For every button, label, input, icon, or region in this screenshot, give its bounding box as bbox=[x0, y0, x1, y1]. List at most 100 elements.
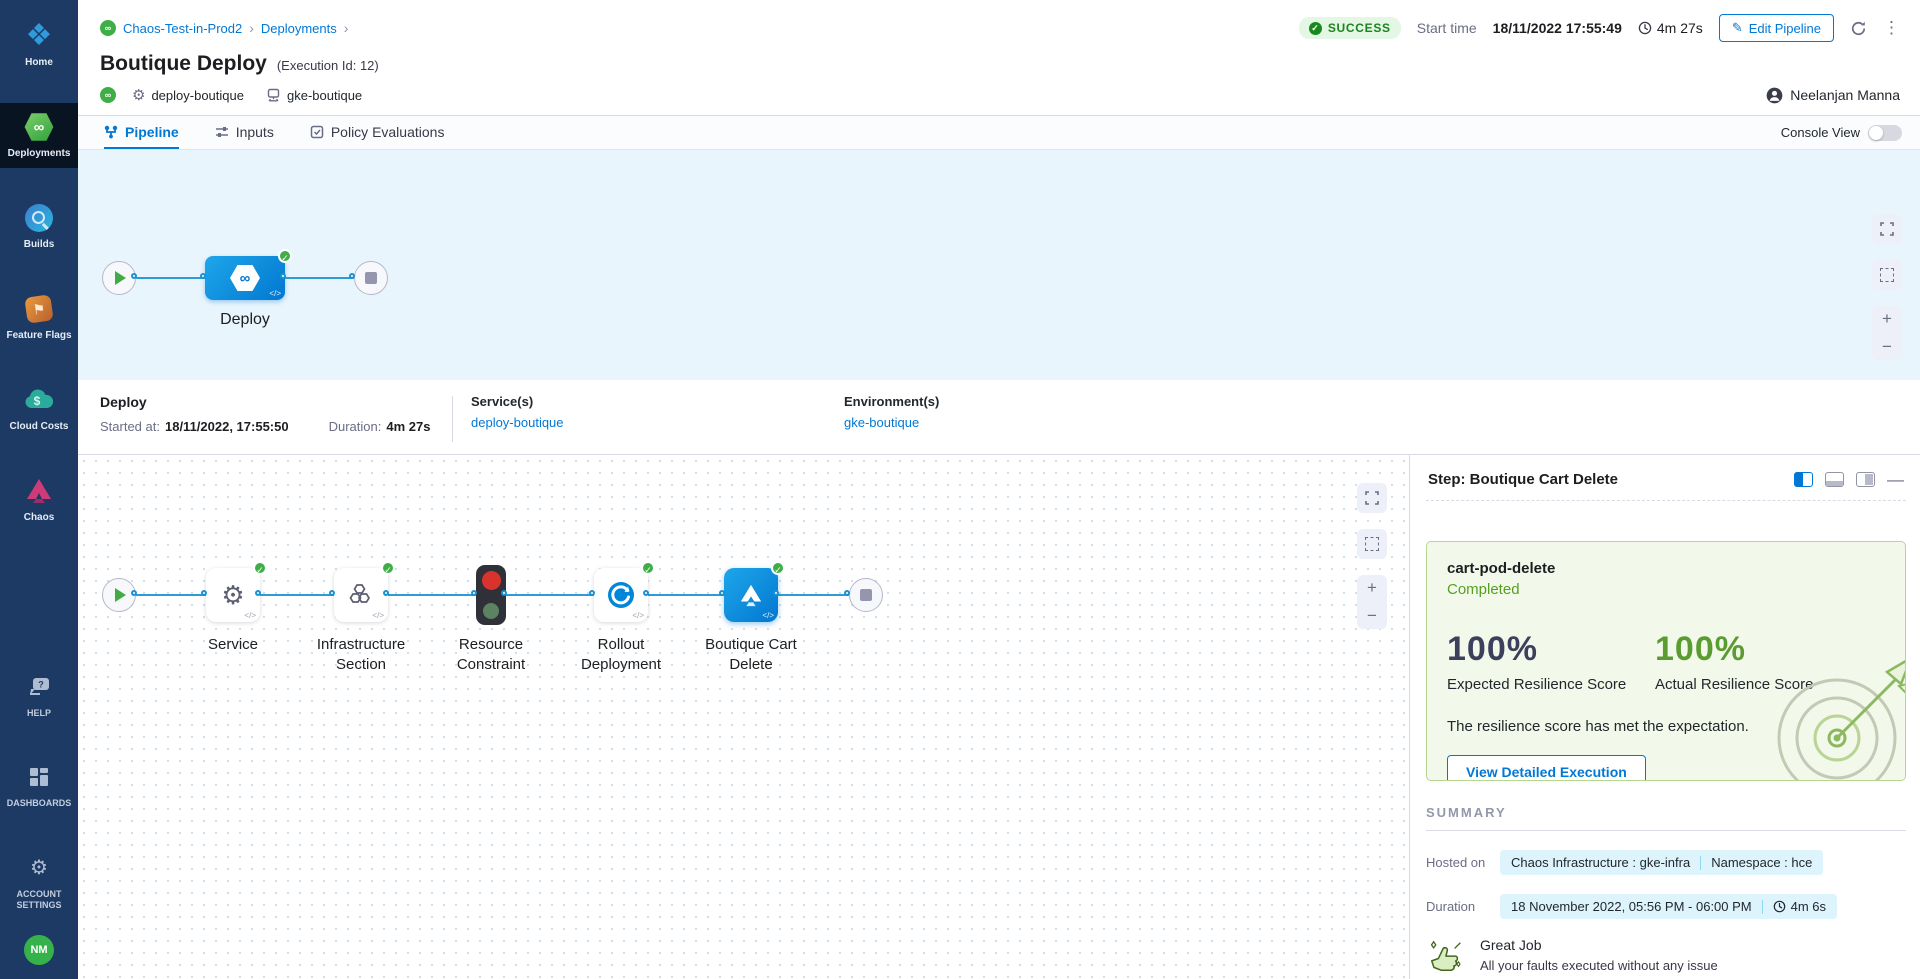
breadcrumb-deployments-link[interactable]: Deployments bbox=[260, 20, 337, 36]
environment-tag-label: gke-boutique bbox=[286, 87, 363, 103]
gear-icon: ⚙ bbox=[30, 857, 48, 879]
step-node-service[interactable]: ⚙ ✓ </> bbox=[206, 561, 267, 622]
svg-text:$: $ bbox=[34, 394, 41, 408]
deployments-module-icon: ∞ bbox=[100, 20, 116, 36]
step-node-infrastructure[interactable]: ✓ </> bbox=[334, 561, 395, 622]
service-tag[interactable]: ⚙ deploy-boutique bbox=[132, 86, 244, 104]
stage-label[interactable]: Deploy bbox=[220, 311, 270, 328]
breadcrumb-chevron-icon: › bbox=[249, 20, 254, 36]
fullscreen-button[interactable] bbox=[1872, 214, 1902, 244]
graph-edge bbox=[136, 594, 206, 596]
triggered-by-user: Neelanjan Manna bbox=[1766, 87, 1900, 104]
play-icon bbox=[115, 271, 126, 285]
console-view-toggle[interactable] bbox=[1868, 124, 1902, 141]
fullscreen-button[interactable] bbox=[1357, 483, 1387, 513]
started-at-label: Started at: bbox=[100, 419, 160, 434]
marquee-select-button[interactable] bbox=[1357, 529, 1387, 559]
collapse-panel-icon[interactable]: — bbox=[1887, 469, 1904, 489]
environment-tag[interactable]: gke-boutique bbox=[266, 88, 362, 103]
dashboards-icon bbox=[23, 761, 55, 793]
layout-minimized-panel-icon[interactable] bbox=[1856, 472, 1875, 487]
code-icon: </> bbox=[269, 289, 281, 298]
step-label[interactable]: Rollout Deployment bbox=[580, 636, 662, 673]
divider bbox=[1761, 899, 1763, 914]
step-label[interactable]: Resource Constraint bbox=[456, 636, 526, 673]
step-label[interactable]: Service bbox=[207, 636, 259, 653]
graph-port bbox=[200, 273, 206, 279]
infrastructure-chip-text: Chaos Infrastructure : gke-infra bbox=[1511, 855, 1691, 870]
sidebar-item-deployments[interactable]: ∞ Deployments bbox=[0, 103, 78, 168]
infrastructure-icon bbox=[267, 88, 280, 102]
check-icon: ✓ bbox=[1308, 21, 1322, 35]
play-icon bbox=[115, 588, 126, 602]
stop-icon bbox=[365, 272, 377, 284]
deployments-module-icon: ∞ bbox=[100, 87, 116, 103]
elapsed-value: 4m 27s bbox=[1656, 20, 1703, 36]
execution-end-node[interactable] bbox=[849, 578, 883, 612]
edit-pipeline-button[interactable]: ✎ Edit Pipeline bbox=[1718, 14, 1834, 42]
stage-graph-canvas[interactable]: ∞ ✓ </> Deploy + − bbox=[78, 150, 1920, 380]
zoom-out-button[interactable]: − bbox=[1882, 337, 1892, 356]
sidebar-item-account-settings[interactable]: ⚙ ACCOUNT SETTINGS bbox=[0, 844, 78, 920]
layout-bottom-panel-icon[interactable] bbox=[1825, 472, 1844, 487]
sidebar-item-builds[interactable]: Builds bbox=[0, 194, 78, 259]
sidebar-item-label: Builds bbox=[23, 239, 55, 250]
tab-pipeline[interactable]: Pipeline bbox=[104, 116, 179, 149]
step-label[interactable]: Infrastructure Section bbox=[316, 636, 406, 673]
sidebar-item-dashboards[interactable]: DASHBOARDS bbox=[0, 753, 78, 817]
marquee-icon bbox=[1365, 537, 1379, 551]
marquee-select-button[interactable] bbox=[1872, 260, 1902, 290]
breadcrumb: ∞ Chaos-Test-in-Prod2 › Deployments › bbox=[100, 20, 348, 36]
stage-node-deploy[interactable]: ∞ ✓ </> bbox=[205, 249, 292, 300]
cd-hexagon-icon: ∞ bbox=[230, 265, 260, 291]
started-at-value: 18/11/2022, 17:55:50 bbox=[164, 419, 289, 434]
kebab-menu-icon[interactable]: ⋮ bbox=[1883, 18, 1900, 37]
zoom-in-button[interactable]: + bbox=[1882, 309, 1892, 328]
code-icon: </> bbox=[632, 611, 644, 620]
view-detailed-execution-button[interactable]: View Detailed Execution bbox=[1447, 755, 1646, 780]
sidebar-item-cloud-costs[interactable]: $ Cloud Costs bbox=[0, 376, 78, 441]
summary-section: SUMMARY Hosted on Chaos Infrastructure :… bbox=[1426, 805, 1906, 979]
sidebar-item-home[interactable]: ❖ Home bbox=[0, 12, 78, 77]
divider bbox=[1700, 855, 1702, 870]
target-dart-illustration bbox=[1777, 660, 1905, 780]
success-check-badge: ✓ bbox=[278, 249, 292, 263]
sidebar-item-label: Cloud Costs bbox=[9, 421, 69, 432]
sidebar-item-feature-flags[interactable]: ⚑ Feature Flags bbox=[0, 285, 78, 350]
rollout-icon bbox=[608, 582, 634, 608]
step-node-rollout-deployment[interactable]: ✓ </> bbox=[594, 561, 655, 622]
breadcrumb-project-link[interactable]: Chaos-Test-in-Prod2 bbox=[123, 20, 243, 36]
graph-edge bbox=[136, 277, 205, 279]
layout-right-panel-icon[interactable] bbox=[1794, 472, 1813, 487]
cloud-costs-icon: $ bbox=[23, 384, 55, 416]
pipeline-start-node[interactable] bbox=[102, 261, 136, 295]
traffic-light-red bbox=[481, 571, 501, 590]
tab-policy-evaluations[interactable]: Policy Evaluations bbox=[310, 116, 444, 149]
status-badge-label: SUCCESS bbox=[1327, 21, 1391, 35]
user-avatar[interactable]: NM bbox=[24, 935, 54, 965]
inputs-icon bbox=[215, 126, 228, 137]
step-label[interactable]: Boutique Cart Delete bbox=[705, 636, 797, 673]
duration-range-text: 18 November 2022, 05:56 PM - 06:00 PM bbox=[1511, 899, 1752, 914]
refresh-icon[interactable] bbox=[1850, 20, 1867, 37]
fullscreen-icon bbox=[1365, 491, 1379, 505]
zoom-in-button[interactable]: + bbox=[1367, 578, 1377, 597]
traffic-light-green bbox=[483, 603, 499, 619]
environment-link[interactable]: gke-boutique bbox=[844, 415, 920, 430]
service-link[interactable]: deploy-boutique bbox=[471, 415, 564, 430]
execution-graph-canvas[interactable]: ⚙ ✓ </> ✓ </> ✓ </> bbox=[78, 455, 1410, 979]
graph-port bbox=[255, 590, 261, 596]
graph-port bbox=[349, 273, 355, 279]
success-check-badge: ✓ bbox=[253, 561, 267, 575]
step-node-boutique-cart-delete[interactable]: ✓ </> bbox=[724, 561, 785, 622]
sidebar-item-chaos[interactable]: Chaos bbox=[0, 467, 78, 532]
zoom-out-button[interactable]: − bbox=[1367, 606, 1377, 625]
hosted-on-label: Hosted on bbox=[1426, 855, 1486, 870]
tab-inputs[interactable]: Inputs bbox=[215, 116, 274, 149]
sidebar-item-help[interactable]: ? HELP bbox=[0, 663, 78, 727]
pipeline-end-node[interactable] bbox=[354, 261, 388, 295]
services-label: Service(s) bbox=[471, 394, 534, 409]
actual-score-value: 100% bbox=[1655, 630, 1746, 668]
graph-port bbox=[383, 590, 389, 596]
graph-port bbox=[201, 590, 207, 596]
